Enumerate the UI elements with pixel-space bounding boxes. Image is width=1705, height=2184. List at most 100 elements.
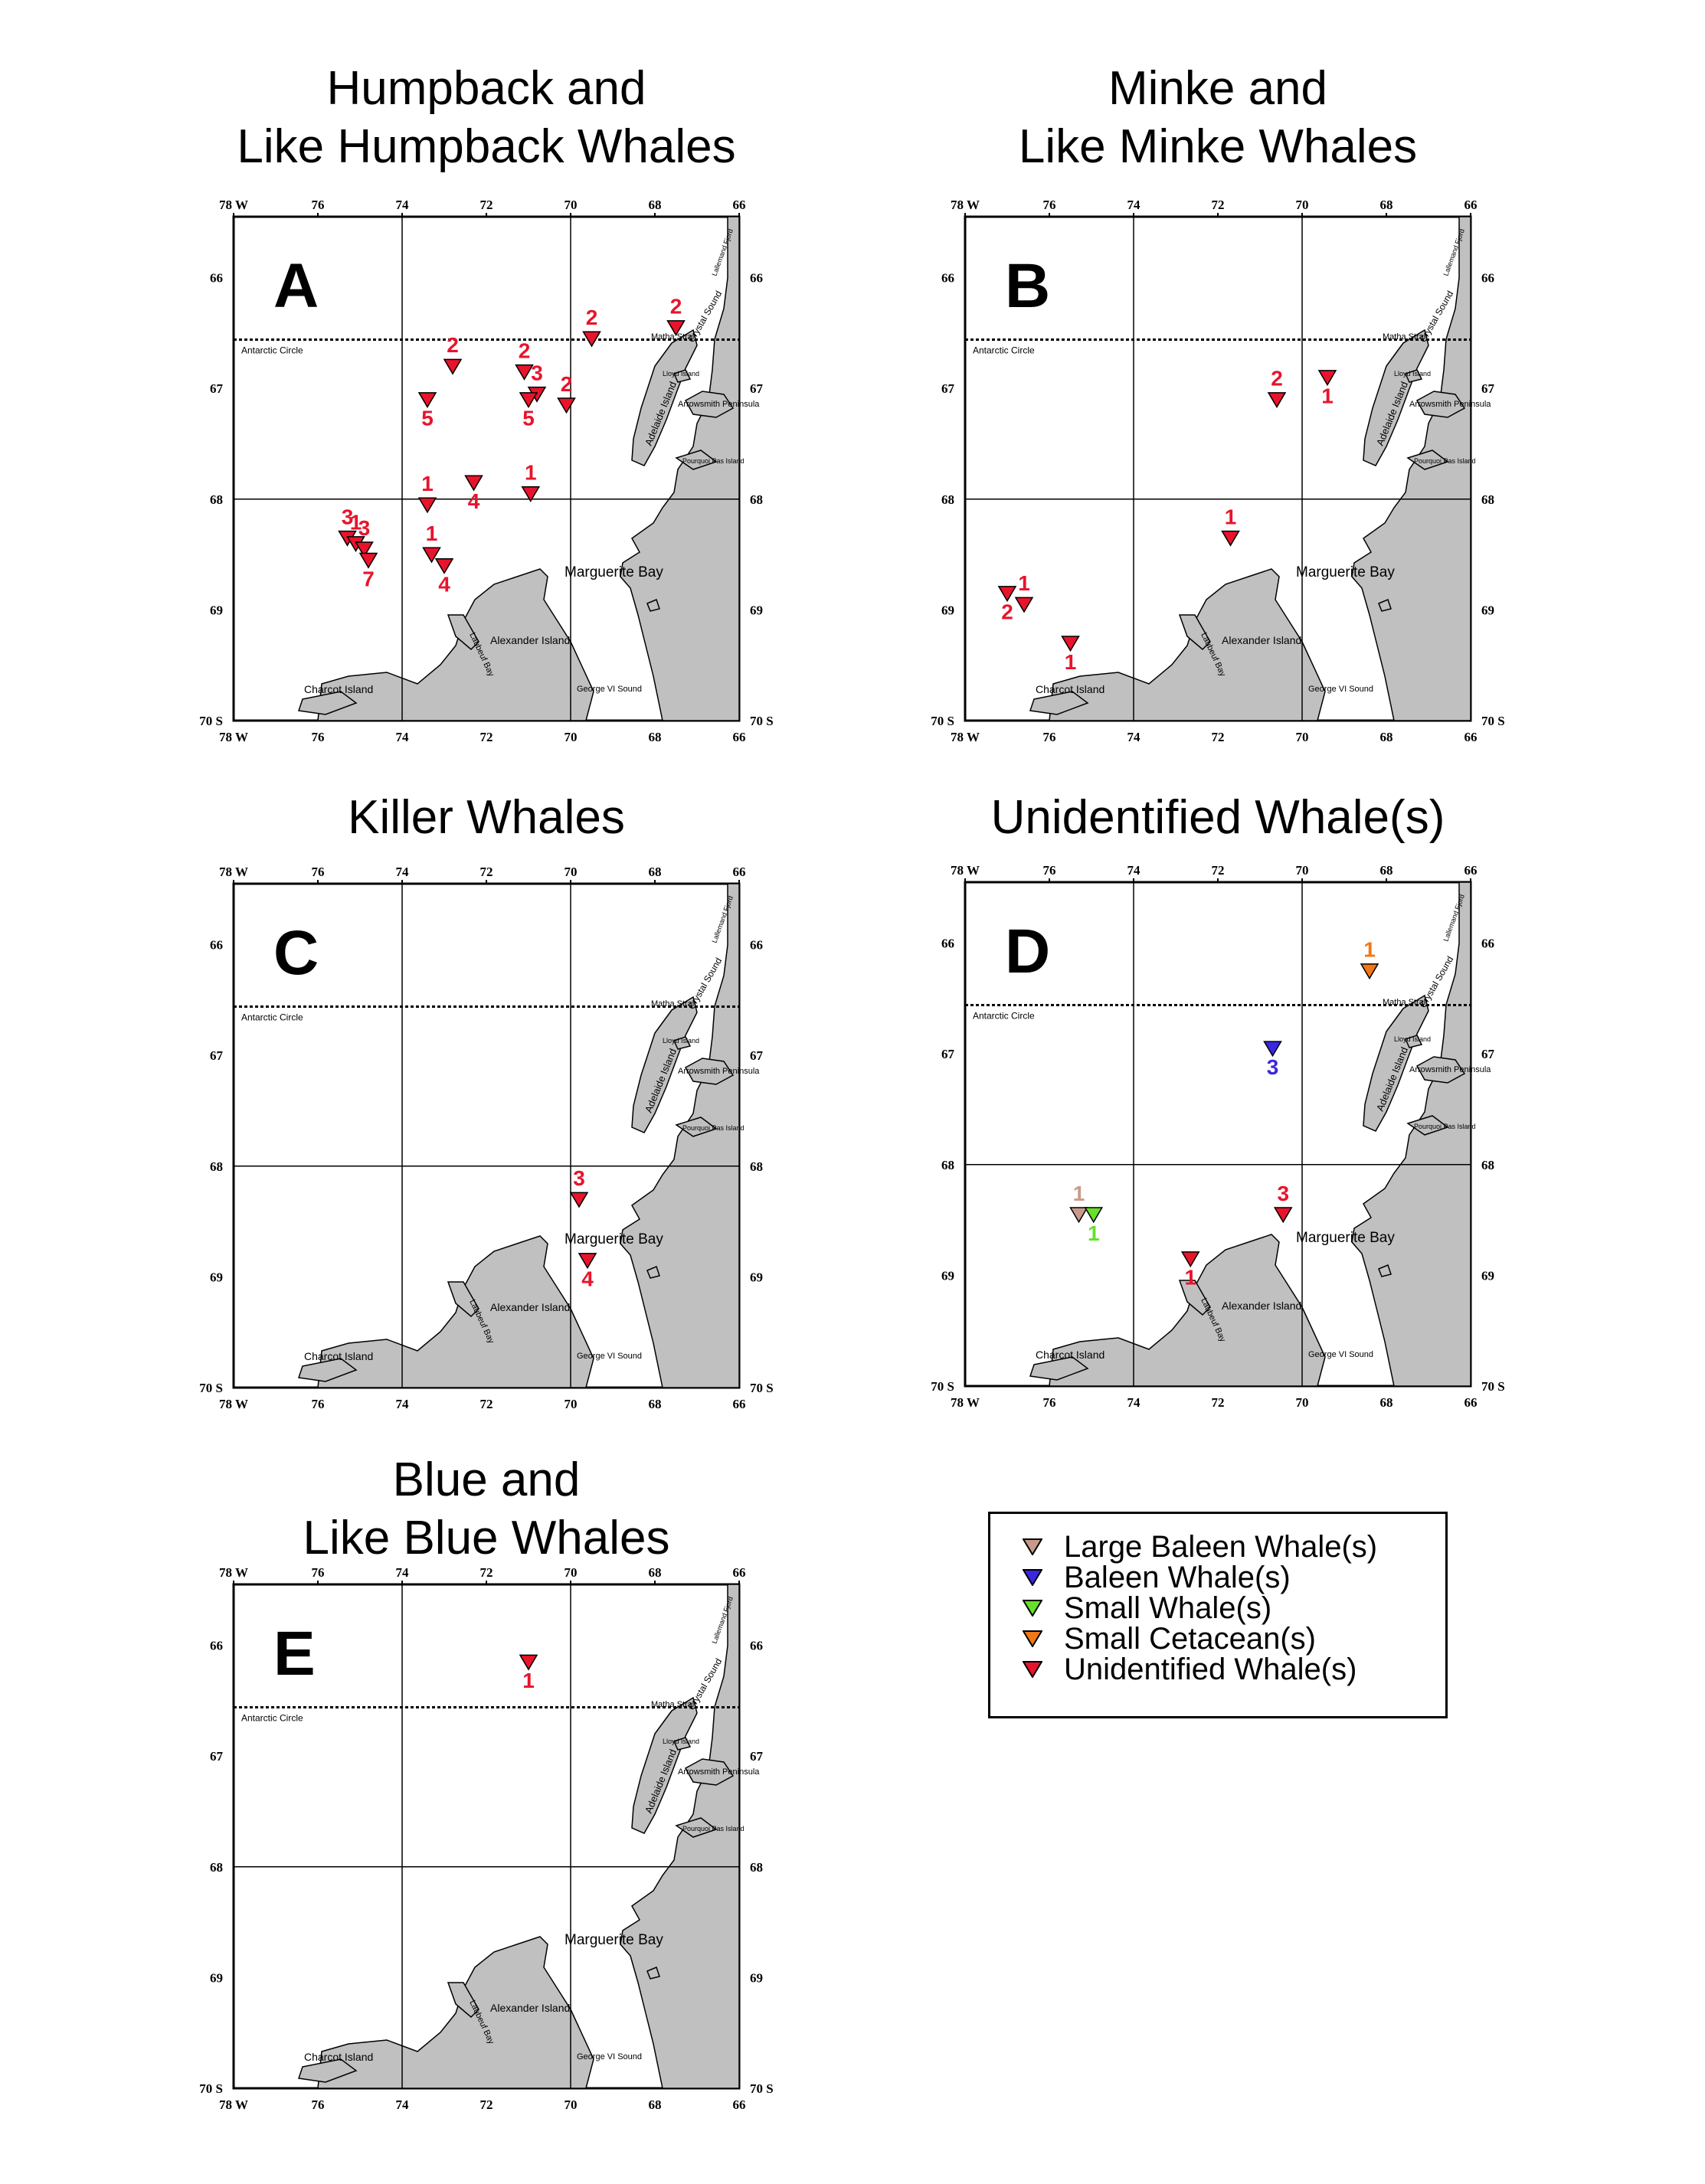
map-label-marguerite-bay: Marguerite Bay [565, 564, 663, 580]
sighting-marker-a-1 [582, 331, 601, 348]
sighting-marker-e-0 [519, 1654, 538, 1671]
lon-tick-label-top: 66 [1464, 863, 1478, 878]
legend-label-large-baleen: Large Baleen Whale(s) [1064, 1529, 1378, 1564]
land-pourquoi [1406, 1115, 1449, 1136]
sighting-marker-a-15 [422, 547, 441, 564]
sighting-marker-c-0 [569, 1192, 589, 1208]
lat-tick-label-left: 68 [941, 1158, 954, 1172]
lon-tick-label-top: 76 [312, 865, 325, 879]
land-islet1 [646, 598, 660, 612]
lat-tick-label-right: 69 [750, 603, 763, 617]
land-peninsula [1351, 216, 1471, 721]
lon-tick-label-bottom: 78 W [951, 730, 980, 744]
lon-tick-label-bottom: 72 [1212, 730, 1225, 744]
lon-tick-label-top: 68 [649, 1565, 662, 1580]
panel-d-title-line-1: Unidentified Whale(s) [990, 791, 1445, 844]
map-label-pourquoi-pas-island: Pourquoi Pas Island [682, 1825, 745, 1833]
lon-tick-label-bottom: 68 [649, 1397, 662, 1411]
lat-tick-label-left: 67 [941, 1047, 955, 1061]
sighting-count-label-d-0: 1 [1363, 938, 1376, 962]
lat-tick-label-left: 67 [210, 381, 224, 396]
legend: Large Baleen Whale(s) Baleen Whale(s) Sm… [988, 1512, 1448, 1718]
map-label-alexander-island: Alexander Island [490, 1301, 570, 1313]
lat-tick-label-left: 67 [941, 381, 955, 396]
lat-tick-label-left: 69 [210, 603, 223, 617]
map-label-matha-strait: Matha Strait [1383, 332, 1428, 342]
land-arrowsmith [684, 1758, 735, 1786]
lon-tick-label-bottom: 76 [312, 2097, 325, 2112]
map-label-arrowsmith-peninsula: Arrowsmith Peninsula [678, 400, 760, 409]
map-label-antarctic-circle: Antarctic Circle [241, 345, 303, 356]
sighting-marker-b-5 [1061, 636, 1080, 652]
lat-tick-label-left: 69 [941, 603, 954, 617]
lon-tick-label-bottom: 74 [396, 2097, 410, 2112]
lon-tick-label-bottom: 72 [480, 1397, 493, 1411]
land-lloyd [673, 1737, 692, 1751]
land-lloyd [1404, 369, 1423, 383]
map-label-lloyd-island: Lloyd Island [1394, 370, 1431, 378]
map-label-charcot-island: Charcot Island [1036, 1349, 1104, 1361]
lat-tick-label-left: 68 [210, 492, 223, 507]
lat-tick-label-right: 69 [1481, 603, 1494, 617]
lat-tick-label-left: 69 [210, 1270, 223, 1284]
legend-label-unidentified: Unidentified Whale(s) [1064, 1652, 1357, 1686]
lon-tick-label-top: 66 [733, 1565, 746, 1580]
land-peninsula [620, 1584, 740, 2089]
lat-tick-label-left: 66 [941, 937, 954, 951]
land-islet1 [646, 1966, 660, 1980]
lat-tick-label-right: 67 [750, 1048, 764, 1063]
panel-letter-b: B [1005, 251, 1050, 321]
lon-tick-label-bottom: 70 [565, 730, 578, 744]
sighting-count-label-d-3: 1 [1088, 1221, 1100, 1245]
sighting-marker-b-3 [997, 586, 1017, 603]
map-label-pourquoi-pas-island: Pourquoi Pas Island [1414, 457, 1476, 465]
land-charcot [298, 2058, 358, 2083]
lon-tick-label-top: 78 W [951, 198, 980, 212]
legend-label-small-cetacean: Small Cetacean(s) [1064, 1621, 1317, 1656]
lat-tick-label-left: 70 S [199, 714, 223, 728]
lat-tick-label-left: 66 [210, 938, 223, 953]
map-label-marguerite-bay: Marguerite Bay [1296, 1230, 1395, 1246]
lat-tick-label-right: 68 [750, 1159, 763, 1174]
lon-tick-label-bottom: 66 [1464, 730, 1478, 744]
sighting-marker-a-8 [521, 486, 541, 502]
map-label-marguerite-bay: Marguerite Bay [1296, 564, 1395, 580]
sighting-marker-a-2 [443, 358, 463, 375]
lat-tick-label-left: 68 [210, 1159, 223, 1174]
lat-tick-label-right: 66 [750, 1639, 763, 1653]
panel-c-title-line-1: Killer Whales [348, 791, 625, 844]
lon-tick-label-top: 70 [565, 1565, 578, 1580]
map-label-pourquoi-pas-island: Pourquoi Pas Island [682, 457, 745, 465]
lon-tick-label-bottom: 72 [480, 730, 493, 744]
map-label-matha-strait: Matha Strait [1383, 998, 1428, 1007]
sighting-count-label-a-6: 5 [522, 407, 535, 430]
lon-tick-label-bottom: 70 [565, 2097, 578, 2112]
sighting-marker-a-7 [557, 397, 576, 414]
large-baleen-marker-icon [1023, 1538, 1042, 1555]
sighting-marker-a-13 [355, 541, 374, 558]
land-laubeuf [1178, 614, 1211, 651]
map-label-lloyd-island: Lloyd Island [663, 1037, 699, 1045]
lon-tick-label-top: 68 [1380, 198, 1393, 212]
legend-item-unidentified: Unidentified Whale(s) [1023, 1652, 1357, 1686]
sighting-count-label-d-5: 1 [1184, 1266, 1196, 1290]
lat-tick-label-right: 68 [1481, 492, 1494, 507]
lat-tick-label-right: 66 [750, 938, 763, 953]
sighting-count-label-a-4: 2 [519, 338, 531, 362]
lat-tick-label-right: 67 [750, 1749, 764, 1764]
land-pourquoi [675, 1817, 718, 1838]
lat-tick-label-left: 69 [210, 1970, 223, 1985]
lat-tick-label-right: 69 [750, 1270, 763, 1284]
sighting-marker-d-2 [1069, 1207, 1088, 1224]
lat-tick-label-right: 70 S [750, 1381, 774, 1395]
lon-tick-label-bottom: 66 [1464, 1395, 1478, 1410]
map-label-lloyd-island: Lloyd Island [1394, 1035, 1431, 1043]
lon-tick-label-bottom: 78 W [219, 2097, 248, 2112]
map-label-arrowsmith-peninsula: Arrowsmith Peninsula [1409, 1065, 1491, 1074]
sighting-count-label-d-1: 3 [1267, 1055, 1279, 1079]
lon-tick-label-bottom: 74 [1127, 1395, 1141, 1410]
lon-tick-label-bottom: 68 [1380, 1395, 1393, 1410]
lon-tick-label-bottom: 70 [1296, 730, 1309, 744]
map-label-george-vi-sound: George VI Sound [1308, 1350, 1373, 1359]
land-pourquoi [675, 450, 718, 470]
